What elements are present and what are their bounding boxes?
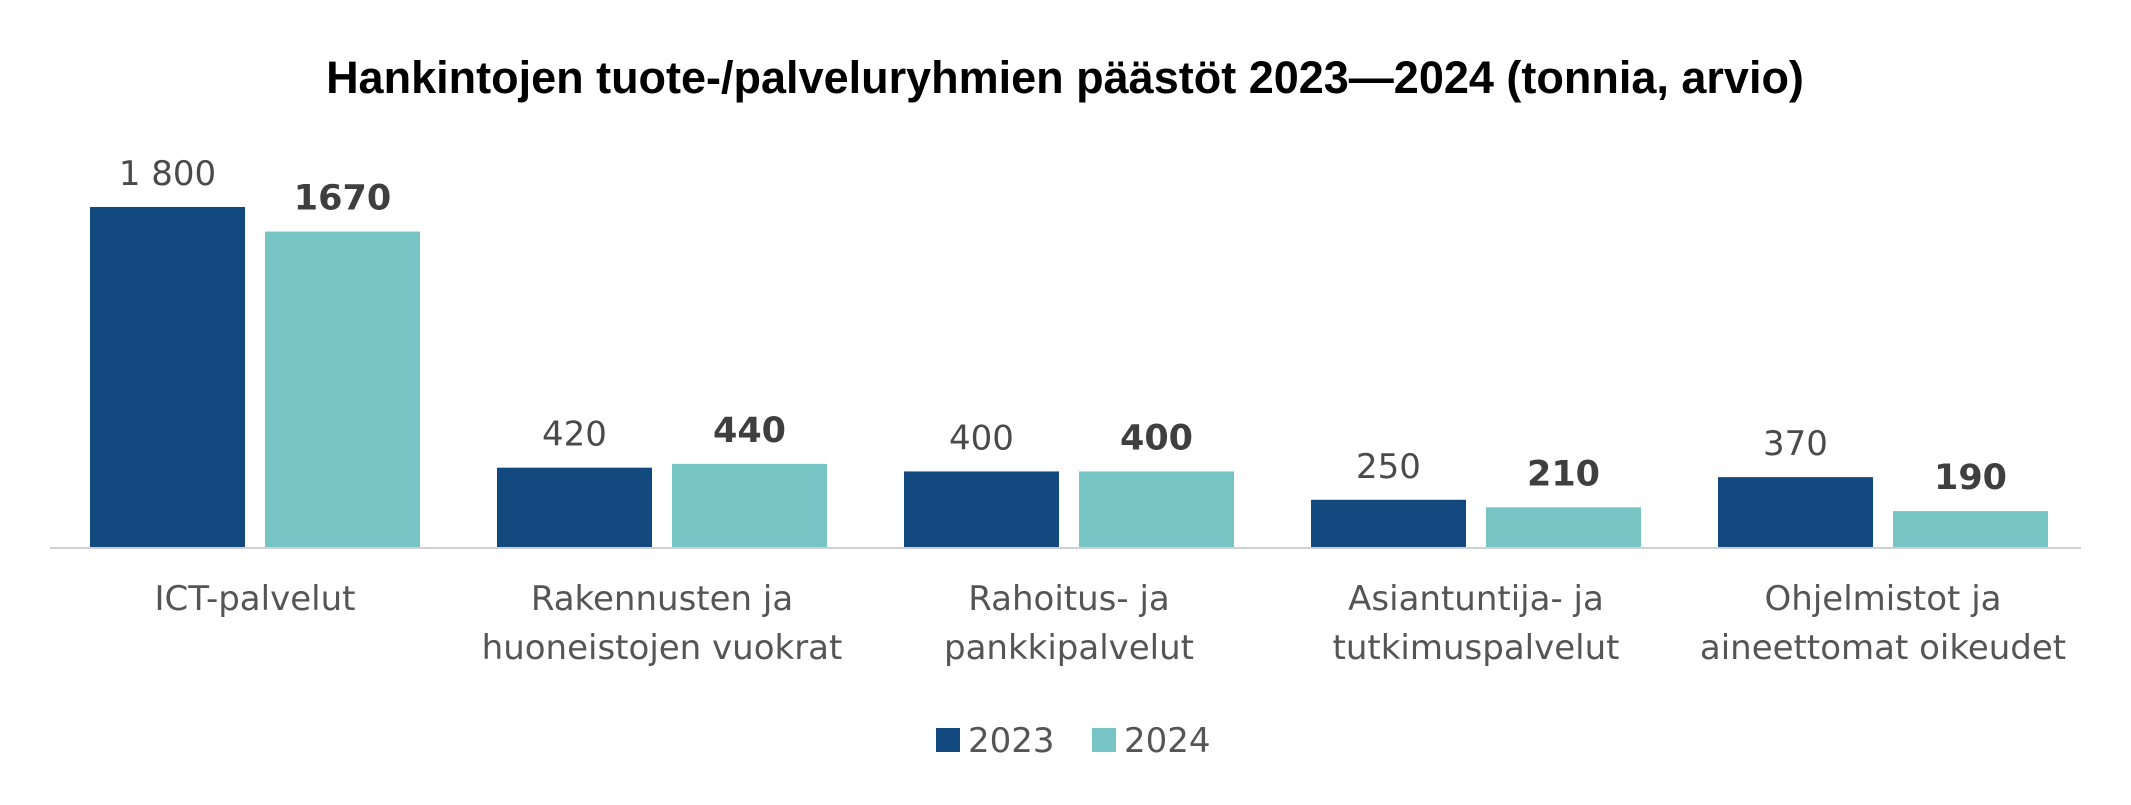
value-label-2023-4: 370 xyxy=(1763,424,1828,464)
value-label-2024-3: 210 xyxy=(1527,454,1600,494)
category-label-2: Rahoitus- ja pankkipalvelut xyxy=(944,579,1194,668)
value-label-2024-2: 400 xyxy=(1120,418,1193,458)
category-label-3: Asiantuntija- ja tutkimuspalvelut xyxy=(1333,579,1620,668)
value-label-2023-3: 250 xyxy=(1356,447,1421,487)
category-label-line: Asiantuntija- ja xyxy=(1348,579,1604,619)
value-label-2024-1: 440 xyxy=(713,411,786,451)
chart-title: Hankintojen tuote-/palveluryhmien päästö… xyxy=(326,52,1804,103)
bar-2023-0 xyxy=(90,207,245,547)
value-labels-layer: 1 800 1670 420 440 400 400 250 210 370 190 xyxy=(119,154,2007,498)
bar-2024-1 xyxy=(672,463,827,547)
category-labels-layer: ICT-palvelut Rakennusten ja huoneistojen v… xyxy=(155,579,2067,668)
bar-2024-4 xyxy=(1893,511,2048,547)
bars-layer xyxy=(90,207,2048,548)
legend-label-2023: 2023 xyxy=(968,721,1055,761)
legend: 2023 2024 xyxy=(936,721,1211,761)
category-label-line: Rahoitus- ja xyxy=(968,579,1169,619)
bar-2024-3 xyxy=(1486,507,1641,547)
bar-2024-0 xyxy=(265,231,420,548)
legend-swatch-2024 xyxy=(1092,728,1116,752)
legend-label-2024: 2024 xyxy=(1124,721,1211,761)
category-label-line: Rakennusten ja xyxy=(531,579,793,619)
category-label-1: Rakennusten ja huoneistojen vuokrat xyxy=(482,579,843,668)
value-label-2024-0: 1670 xyxy=(294,179,391,219)
value-label-2024-4: 190 xyxy=(1934,458,2007,498)
legend-swatch-2023 xyxy=(936,728,960,752)
bar-2023-2 xyxy=(904,471,1059,547)
category-label-0: ICT-palvelut xyxy=(155,579,356,619)
bar-2023-1 xyxy=(497,467,652,547)
value-label-2023-1: 420 xyxy=(542,415,607,455)
bar-2023-3 xyxy=(1311,499,1466,547)
category-label-line: ICT-palvelut xyxy=(155,579,356,619)
category-label-4: Ohjelmistot ja aineettomat oikeudet xyxy=(1700,579,2066,668)
category-label-line: Ohjelmistot ja xyxy=(1765,579,2002,619)
category-label-line: aineettomat oikeudet xyxy=(1700,628,2066,668)
bar-2024-2 xyxy=(1079,471,1234,547)
value-label-2023-0: 1 800 xyxy=(119,154,216,194)
bar-2023-4 xyxy=(1718,477,1873,547)
value-label-2023-2: 400 xyxy=(949,418,1014,458)
category-label-line: huoneistojen vuokrat xyxy=(482,628,843,668)
category-label-line: pankkipalvelut xyxy=(944,628,1194,668)
category-label-line: tutkimuspalvelut xyxy=(1333,628,1620,668)
